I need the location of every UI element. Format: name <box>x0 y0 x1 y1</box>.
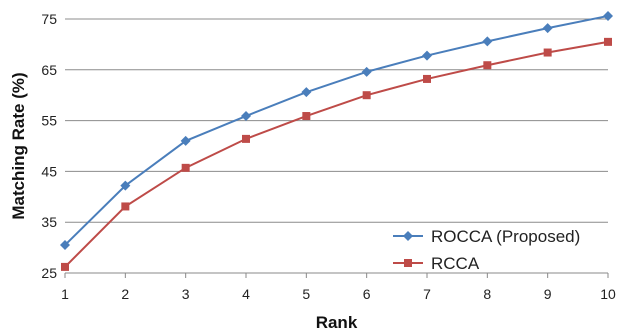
data-point <box>121 202 130 211</box>
data-point <box>242 134 250 143</box>
x-tick-label: 7 <box>423 286 431 302</box>
legend-label: RCCA <box>431 254 480 273</box>
y-tick-label: 65 <box>41 62 57 78</box>
x-tick-label: 9 <box>544 286 552 302</box>
data-point <box>302 112 311 121</box>
x-tick-label: 1 <box>61 286 69 302</box>
x-tick-label: 3 <box>182 286 190 302</box>
data-point <box>301 87 312 98</box>
data-point <box>361 66 372 77</box>
data-point <box>423 74 431 83</box>
data-point <box>543 48 552 57</box>
data-point <box>362 91 371 100</box>
data-point <box>603 10 613 21</box>
series-0 <box>60 10 613 251</box>
data-point <box>604 37 612 46</box>
x-axis-title: Rank <box>316 313 358 331</box>
y-tick-label: 25 <box>41 265 57 281</box>
y-tick-label: 45 <box>41 163 57 179</box>
data-point <box>180 135 191 146</box>
x-tick-label: 8 <box>483 286 491 302</box>
y-tick-label: 35 <box>41 214 57 230</box>
x-axis-ticks: 1 2 3 4 5 6 7 8 9 10 <box>61 273 616 302</box>
x-tick-label: 5 <box>302 286 310 302</box>
data-point <box>422 50 432 61</box>
y-tick-label: 75 <box>41 11 57 27</box>
data-point <box>120 180 131 191</box>
grid-lines <box>65 18 608 223</box>
data-point <box>542 23 553 34</box>
series-line <box>64 14 609 246</box>
data-point <box>483 61 492 70</box>
x-tick-label: 2 <box>121 286 129 302</box>
data-point <box>61 262 69 271</box>
y-axis-title: Matching Rate (%) <box>9 72 28 219</box>
x-tick-label: 4 <box>242 286 250 302</box>
x-tick-label: 10 <box>600 286 616 302</box>
legend-swatch-marker <box>403 231 413 241</box>
data-point <box>60 240 70 251</box>
legend-label: ROCCA (Proposed) <box>431 227 580 246</box>
y-tick-label: 55 <box>41 113 57 129</box>
y-axis-ticks: 25 35 45 55 65 75 <box>41 11 57 281</box>
legend-swatch-marker <box>404 259 412 267</box>
series-line <box>64 40 609 268</box>
x-tick-label: 6 <box>363 286 371 302</box>
data-point <box>181 163 190 172</box>
series-1 <box>61 37 612 271</box>
series-layer <box>60 10 613 271</box>
data-point <box>241 111 251 122</box>
legend: ROCCA (Proposed) RCCA <box>393 227 580 273</box>
data-point <box>482 36 493 47</box>
